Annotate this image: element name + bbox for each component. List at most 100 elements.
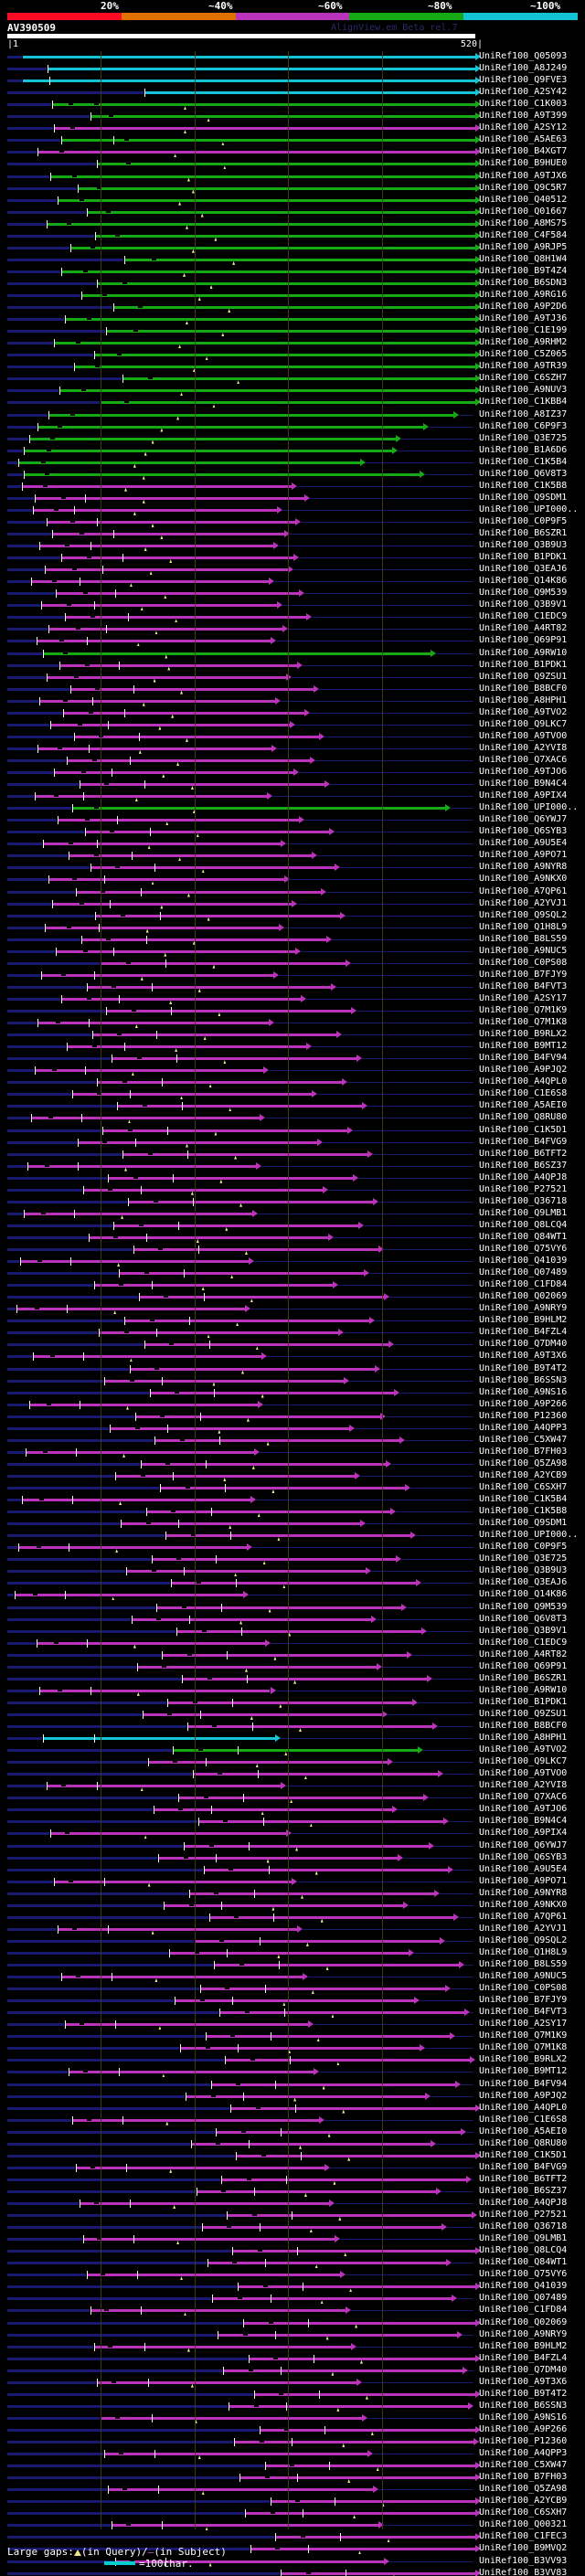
hit-accession-label[interactable]: UniRef100_B9HLM2 xyxy=(479,1315,568,1326)
table-row[interactable]: UniRef100_Q05093 xyxy=(0,51,585,63)
hit-accession-label[interactable]: UniRef100_C1EDC9 xyxy=(479,1637,568,1648)
hit-accession-label[interactable]: UniRef100_C1E6S8 xyxy=(479,1088,568,1099)
hit-accession-label[interactable]: UniRef100_UPI000.. xyxy=(479,802,579,813)
hit-accession-label[interactable]: UniRef100_Q9SQL2 xyxy=(479,1935,568,1945)
hsp-bar[interactable] xyxy=(28,1403,258,1406)
hit-accession-label[interactable]: UniRef100_B8LS59 xyxy=(479,1959,568,1969)
hit-accession-label[interactable]: UniRef100_Q6YWJ7 xyxy=(479,814,568,825)
hit-accession-label[interactable]: UniRef100_B1PDK1 xyxy=(479,1696,568,1707)
hsp-bar[interactable] xyxy=(21,1499,250,1502)
hit-accession-label[interactable]: UniRef100_A9TVO0 xyxy=(479,1768,568,1779)
hsp-bar[interactable] xyxy=(17,1546,247,1550)
hit-accession-label[interactable]: UniRef100_Q1H8L9 xyxy=(479,921,568,932)
hit-accession-label[interactable]: UniRef100_Q3B9V1 xyxy=(479,599,568,610)
hsp-bar[interactable] xyxy=(221,2178,467,2181)
table-row[interactable]: UniRef100_A9P2D6 xyxy=(0,302,585,313)
table-row[interactable]: UniRef100_C1E199 xyxy=(0,325,585,337)
table-row[interactable]: UniRef100_B9MT12 xyxy=(0,2066,585,2078)
table-row[interactable]: UniRef100_P27521 xyxy=(0,1184,585,1196)
table-row[interactable]: UniRef100_B6SZR1 xyxy=(0,1673,585,1685)
hit-accession-label[interactable]: UniRef100_Q8RU80 xyxy=(479,1112,568,1123)
table-row[interactable]: UniRef100_Q7M1K8 xyxy=(0,1017,585,1029)
hsp-bar[interactable] xyxy=(61,557,294,560)
hsp-bar[interactable] xyxy=(242,2321,475,2325)
hsp-bar[interactable] xyxy=(230,2106,475,2110)
table-row[interactable]: UniRef100_A9PJQ2 xyxy=(0,1065,585,1076)
hsp-bar[interactable] xyxy=(144,91,475,95)
hit-accession-label[interactable]: UniRef100_A2YCB9 xyxy=(479,2496,568,2507)
table-row[interactable]: UniRef100_B7FJY9 xyxy=(0,970,585,981)
table-row[interactable]: UniRef100_B4FVG9 xyxy=(0,2162,585,2174)
hit-accession-label[interactable]: UniRef100_B9N4C4 xyxy=(479,1816,568,1827)
table-row[interactable]: UniRef100_A8IZ37 xyxy=(0,409,585,421)
hsp-bar[interactable] xyxy=(66,758,310,762)
hit-accession-label[interactable]: UniRef100_C6SXH7 xyxy=(479,1482,568,1492)
table-row[interactable]: UniRef100_Q8H1W4 xyxy=(0,254,585,266)
hsp-bar[interactable] xyxy=(183,1844,429,1848)
table-row[interactable]: UniRef100_B8LS59 xyxy=(0,1959,585,1971)
hit-accession-label[interactable]: UniRef100_Q9LKC7 xyxy=(479,718,568,729)
hit-accession-label[interactable]: UniRef100_A9NS16 xyxy=(479,1386,568,1397)
hsp-bar[interactable] xyxy=(140,1462,386,1466)
hsp-bar[interactable] xyxy=(32,508,278,512)
hit-accession-label[interactable]: UniRef100_B1PDK1 xyxy=(479,552,568,563)
hsp-bar[interactable] xyxy=(110,1426,350,1430)
hit-accession-label[interactable]: UniRef100_A8J249 xyxy=(479,63,568,74)
hsp-bar[interactable] xyxy=(73,366,475,369)
hsp-bar[interactable] xyxy=(22,56,475,58)
hit-accession-label[interactable]: UniRef100_Q9C5R7 xyxy=(479,182,568,193)
hsp-bar[interactable] xyxy=(37,1022,269,1025)
hsp-bar[interactable] xyxy=(158,1856,399,1860)
hit-accession-label[interactable]: UniRef100_B4XGT7 xyxy=(479,146,568,157)
hsp-bar[interactable] xyxy=(97,281,475,285)
table-row[interactable]: UniRef100_A9NRY9 xyxy=(0,1303,585,1315)
table-row[interactable]: UniRef100_Q7M1K9 xyxy=(0,2030,585,2042)
hit-accession-label[interactable]: UniRef100_B6SZR1 xyxy=(479,528,568,538)
hsp-bar[interactable] xyxy=(115,2560,384,2563)
hsp-bar[interactable] xyxy=(154,1438,400,1442)
hit-accession-label[interactable]: UniRef100_A4QPJ8 xyxy=(479,1171,568,1182)
hsp-bar[interactable] xyxy=(80,294,475,297)
hit-accession-label[interactable]: UniRef100_B7FH03 xyxy=(479,1446,568,1457)
hit-accession-label[interactable]: UniRef100_A9NS16 xyxy=(479,2412,568,2422)
hsp-bar[interactable] xyxy=(117,1105,362,1108)
table-row[interactable]: UniRef100_Q7M1K9 xyxy=(0,1005,585,1017)
hit-accession-label[interactable]: UniRef100_A8MS75 xyxy=(479,217,568,228)
table-row[interactable]: UniRef100_Q9SQL2 xyxy=(0,1935,585,1947)
hit-accession-label[interactable]: UniRef100_B9T4T2 xyxy=(479,1362,568,1373)
hit-accession-label[interactable]: UniRef100_C1K5B8 xyxy=(479,480,568,491)
hsp-bar[interactable] xyxy=(208,1915,454,1919)
hit-accession-label[interactable]: UniRef100_A9P266 xyxy=(479,2423,568,2434)
hsp-bar[interactable] xyxy=(188,1892,434,1895)
hit-accession-label[interactable]: UniRef100_B9RLX2 xyxy=(479,2054,568,2065)
table-row[interactable]: UniRef100_A4QPL0 xyxy=(0,1076,585,1088)
table-row[interactable]: UniRef100_C1K5D1 xyxy=(0,2150,585,2162)
hsp-bar[interactable] xyxy=(90,115,475,119)
hsp-bar[interactable] xyxy=(270,2500,475,2504)
table-row[interactable]: UniRef100_A9P266 xyxy=(0,1399,585,1411)
hit-accession-label[interactable]: UniRef100_Q7DM40 xyxy=(479,1339,568,1350)
hit-accession-label[interactable]: UniRef100_P12360 xyxy=(479,1410,568,1421)
table-row[interactable]: UniRef100_C5XW47 xyxy=(0,1435,585,1447)
hsp-bar[interactable] xyxy=(61,1976,303,1979)
hit-accession-label[interactable]: UniRef100_B9RLX2 xyxy=(479,1029,568,1040)
hsp-bar[interactable] xyxy=(77,1140,317,1144)
hit-accession-label[interactable]: UniRef100_Q3B9V1 xyxy=(479,1625,568,1636)
table-row[interactable]: UniRef100_Q7DM40 xyxy=(0,2365,585,2377)
table-row[interactable]: UniRef100_B9T4Z4 xyxy=(0,266,585,278)
hsp-bar[interactable] xyxy=(97,1081,343,1085)
table-row[interactable]: UniRef100_Q7XAC6 xyxy=(0,1792,585,1804)
table-row[interactable]: UniRef100_P12360 xyxy=(0,1411,585,1423)
hit-accession-label[interactable]: UniRef100_B9N4C4 xyxy=(479,779,568,790)
hsp-bar[interactable] xyxy=(63,711,304,715)
hit-accession-label[interactable]: UniRef100_A9NKX0 xyxy=(479,874,568,885)
hsp-bar[interactable] xyxy=(41,604,278,608)
hsp-bar[interactable] xyxy=(28,437,397,440)
hit-accession-label[interactable]: UniRef100_B9T4Z4 xyxy=(479,265,568,276)
hit-accession-label[interactable]: UniRef100_A4QPL0 xyxy=(479,1076,568,1087)
hsp-bar[interactable] xyxy=(186,1725,432,1728)
hit-accession-label[interactable]: UniRef100_B1A6D6 xyxy=(479,444,568,455)
hsp-bar[interactable] xyxy=(59,663,298,667)
table-row[interactable]: UniRef100_Q5ZA98 xyxy=(0,1458,585,1470)
table-row[interactable]: UniRef100_Q5ZA98 xyxy=(0,2484,585,2496)
